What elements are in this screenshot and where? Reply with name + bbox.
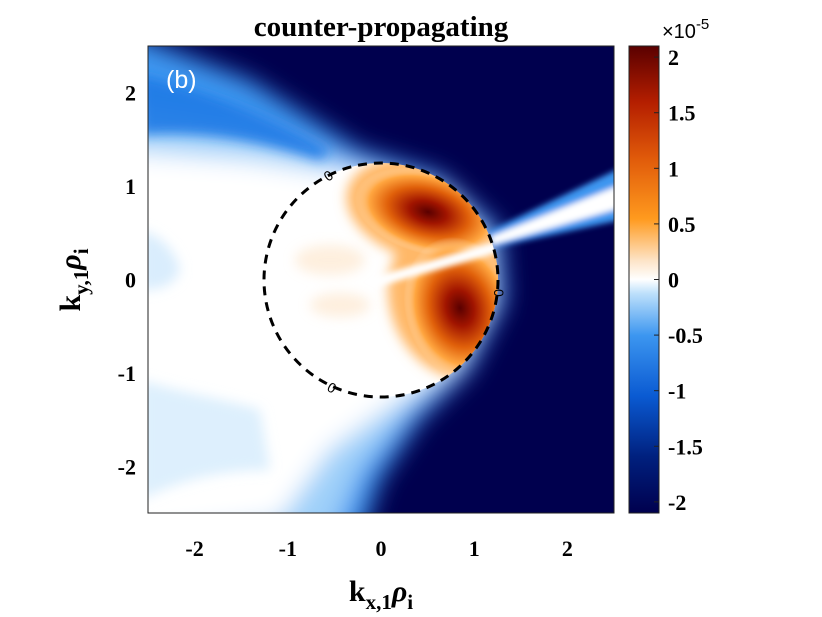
y-axis-label-sub: y,1: [69, 270, 93, 295]
y-tick-label: 0: [125, 268, 136, 293]
heatmap-jet: [488, 170, 614, 248]
x-axis-label-greek: ρ: [391, 575, 407, 608]
heatmap-image: 0 0 0 (b): [148, 46, 614, 513]
plot-frame: [147, 45, 615, 514]
x-tick-label: -2: [185, 536, 203, 561]
colorbar-tick-label: -0.5: [668, 323, 703, 348]
colorbar-multiplier-base: ×10: [662, 21, 696, 43]
colorbar-tick-label: 1: [668, 156, 679, 181]
colorbar-tick-labels: -2 -1.5 -1 -0.5 0 0.5 1 1.5 2: [654, 45, 703, 515]
heatmap-positive-lobes: [264, 163, 498, 397]
x-tick-label: 1: [469, 536, 480, 561]
colorbar-tick-label: 0.5: [668, 212, 696, 237]
zero-contour-label-2: 0: [491, 289, 507, 297]
colorbar-tick-label: 0: [668, 268, 679, 293]
x-axis-label: kx,1ρi: [349, 575, 413, 614]
heatmap-left-edge-blue: [148, 77, 330, 497]
y-tick-label: -1: [118, 361, 136, 386]
x-axis-label-base: k: [349, 575, 366, 608]
colorbar-tick-label: -1.5: [668, 434, 703, 459]
panel-label: (b): [166, 66, 197, 94]
x-axis-label-greek-sub: i: [407, 590, 413, 614]
x-tick-label: -1: [279, 536, 297, 561]
x-tick-labels: -2 -1 0 1 2: [185, 536, 572, 561]
colorbar-tick-label: -2: [668, 490, 686, 515]
x-tick-label: 2: [562, 536, 573, 561]
y-axis-label-greek: ρ: [54, 254, 87, 270]
y-tick-label: 2: [125, 81, 136, 106]
colorbar-multiplier-exponent: -5: [696, 16, 709, 33]
zero-contour: [262, 161, 500, 399]
colorbar-multiplier: ×10-5: [662, 16, 709, 43]
chart-title: counter-propagating: [254, 11, 509, 43]
colorbar-tick-label: 2: [668, 45, 679, 70]
y-tick-label: -2: [118, 454, 136, 479]
colorbar-tick-label: -1: [668, 379, 686, 404]
colorbar-tick-label: 1.5: [668, 101, 696, 126]
y-tick-labels: -2 -1 0 1 2: [118, 81, 136, 480]
y-axis-label-base: k: [54, 295, 87, 312]
y-tick-label: 1: [125, 174, 136, 199]
y-axis-label-greek-sub: i: [69, 248, 93, 254]
x-axis-label-sub: x,1: [366, 590, 392, 614]
y-axis-label: ky,1ρi: [54, 248, 93, 311]
x-tick-label: 0: [376, 536, 387, 561]
